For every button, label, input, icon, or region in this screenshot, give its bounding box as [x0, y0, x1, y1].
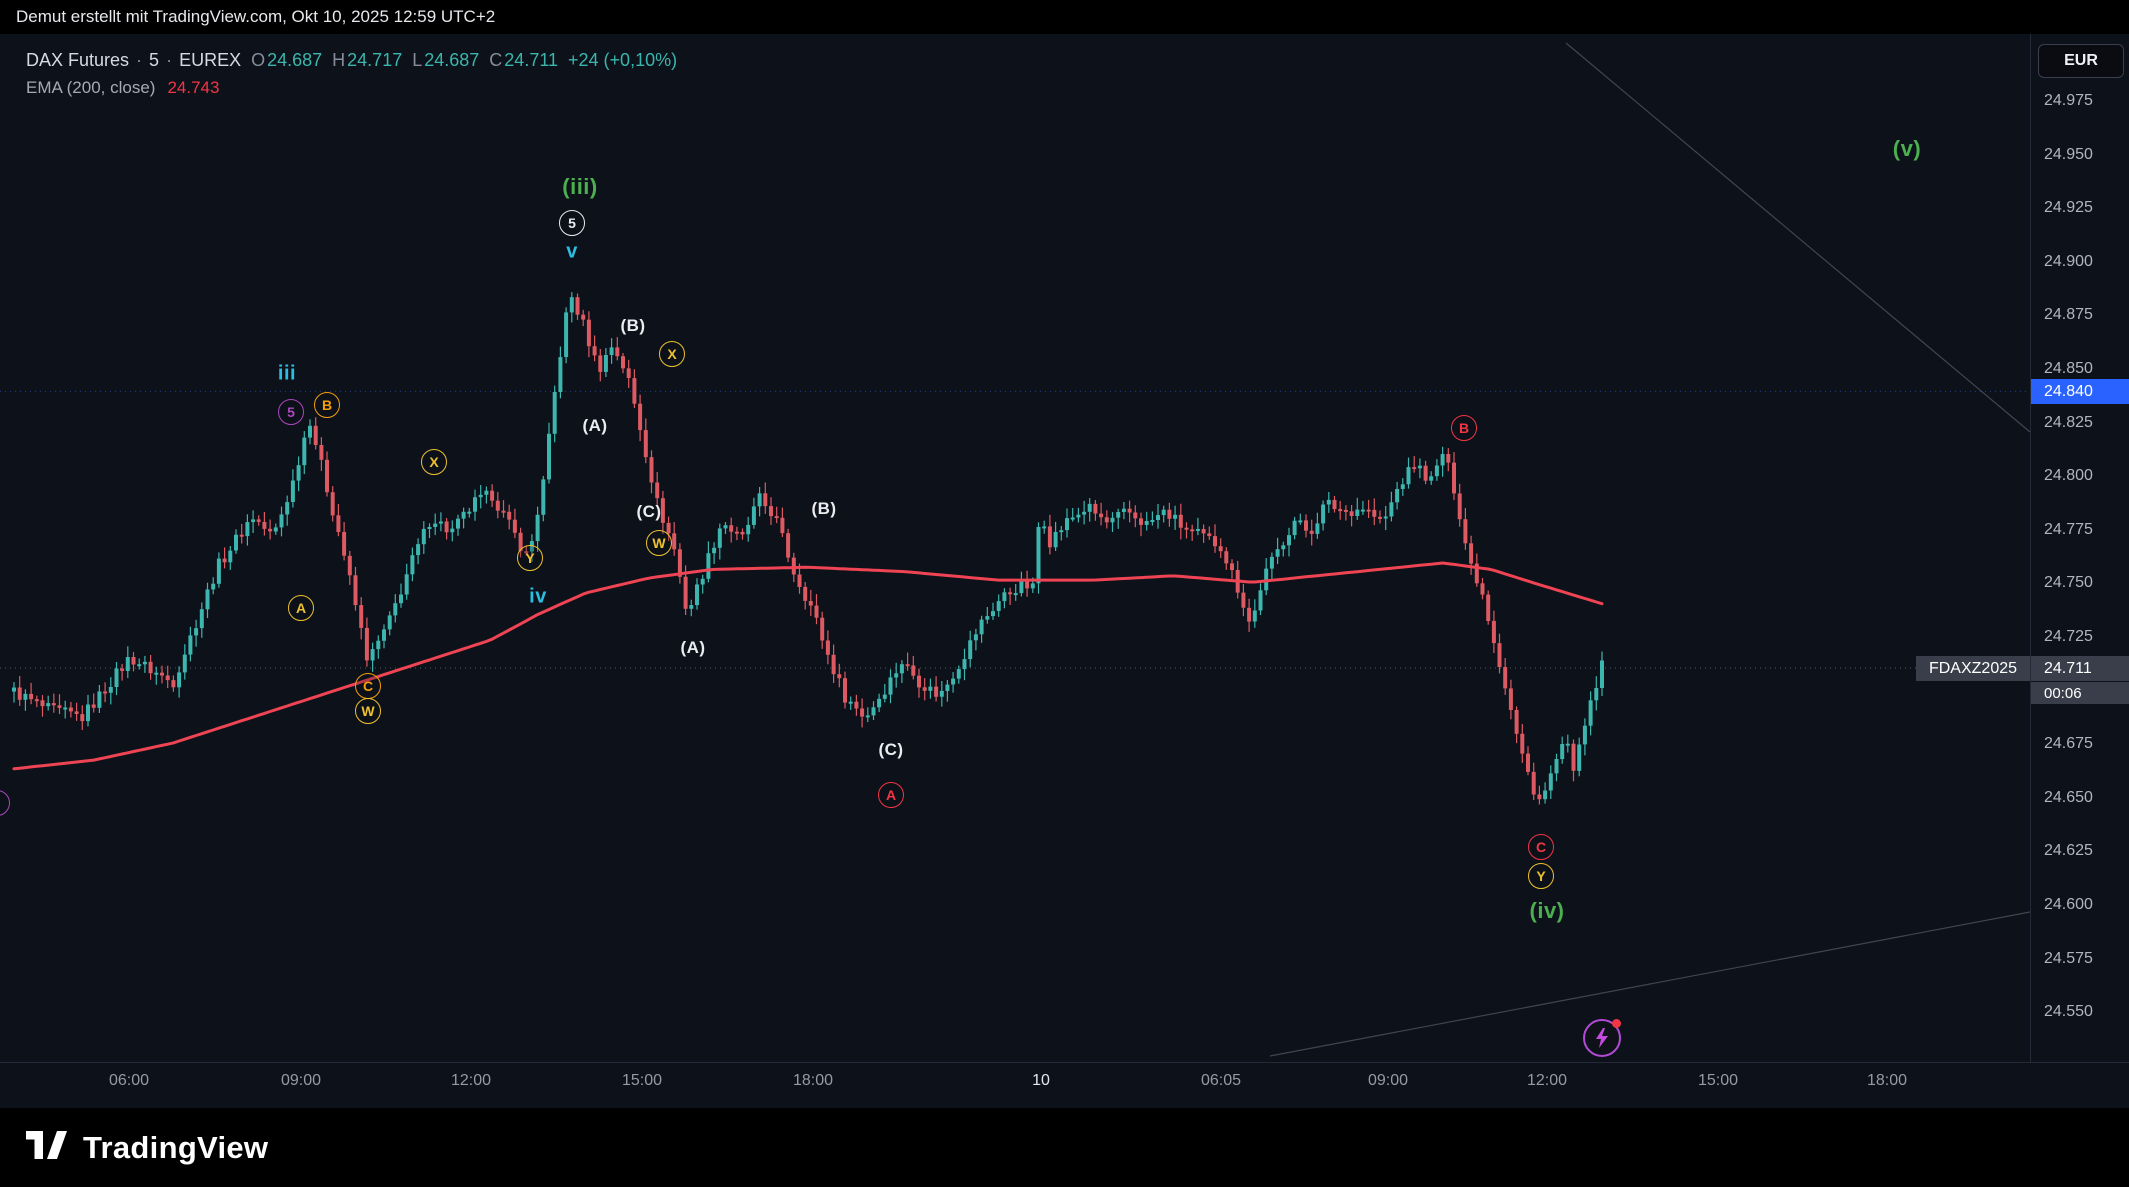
tradingview-logo-icon: [26, 1131, 70, 1164]
price-chart-canvas[interactable]: [0, 34, 2129, 1062]
top-caption-text: Demut erstellt mit TradingView.com, Okt …: [16, 7, 496, 26]
last-price-label[interactable]: 24.711: [2031, 656, 2129, 681]
time-tick: 10: [1032, 1072, 1050, 1089]
ohlc-value: 24.687: [267, 50, 323, 70]
ohlc-value: 24.717: [347, 50, 403, 70]
tradingview-logo-text: TradingView: [83, 1129, 269, 1165]
price-tick: 24.725: [2044, 628, 2093, 645]
price-tick: 24.625: [2044, 842, 2093, 860]
flash-marker-icon[interactable]: [1583, 1019, 1621, 1057]
brand-bar: TradingView: [0, 1108, 2129, 1187]
time-tick: 09:00: [280, 1072, 322, 1089]
price-tick: 24.750: [2044, 574, 2093, 592]
time-tick: 18:00: [792, 1072, 834, 1089]
ohlc-values: O 24.687 H 24.717 L 24.687 C 24.711: [241, 50, 558, 70]
chart-area[interactable]: [0, 34, 2129, 1062]
alert-price-label[interactable]: 24.840: [2031, 379, 2129, 404]
interval-label[interactable]: 5: [149, 50, 160, 70]
symbol-name[interactable]: DAX Futures: [26, 50, 130, 70]
price-tick: 24.650: [2044, 788, 2093, 806]
price-tick: 24.950: [2044, 145, 2093, 163]
price-tick: 24.775: [2044, 520, 2093, 538]
time-tick: 15:00: [1697, 1072, 1739, 1089]
price-tick: 24.850: [2044, 360, 2093, 377]
time-tick: 09:00: [1367, 1072, 1409, 1089]
change-value: +24 (+0,10%): [568, 50, 678, 70]
lightning-icon: [1596, 1028, 1608, 1048]
price-tick: 24.975: [2044, 92, 2093, 109]
currency-button[interactable]: EUR: [2038, 44, 2124, 78]
ohlc-letter: C: [489, 50, 503, 70]
ohlc-letter: O: [251, 50, 266, 70]
tradingview-brand[interactable]: TradingView: [26, 1108, 268, 1187]
notification-dot: [1612, 1019, 1621, 1028]
price-tick: 24.875: [2044, 306, 2093, 324]
price-tick: 24.900: [2044, 252, 2093, 270]
symbol-legend[interactable]: DAX Futures · 5 · EUREX O 24.687 H 24.717 L 24.687…: [26, 50, 677, 71]
chart-legend: DAX Futures · 5 · EUREX O 24.687 H 24.717 L 24.687…: [26, 50, 677, 98]
price-tick: 24.600: [2044, 896, 2093, 913]
top-caption: Demut erstellt mit TradingView.com, Okt …: [0, 0, 2129, 34]
indicator-name[interactable]: EMA (200, close): [26, 78, 156, 97]
time-tick: 18:00: [1866, 1072, 1908, 1089]
contract-label[interactable]: FDAXZ2025: [1916, 656, 2030, 681]
ohlc-letter: L: [412, 50, 423, 70]
legend-separator: ·: [136, 50, 143, 70]
price-tick: 24.925: [2044, 199, 2093, 217]
time-tick: 15:00: [621, 1072, 663, 1089]
price-tick: 24.675: [2044, 735, 2093, 753]
indicator-legend[interactable]: EMA (200, close) 24.743: [26, 78, 677, 98]
time-tick: 06:00: [108, 1072, 150, 1089]
ohlc-value: 24.687: [424, 50, 480, 70]
exchange-label[interactable]: EUREX: [179, 50, 242, 70]
time-axis[interactable]: 06:00 09:00 12:00 15:00 18:00 10 06:05 09:00 12:…: [0, 1062, 2129, 1108]
price-scale[interactable]: 24.975 24.950 24.925 24.900 24.875 24.850 24.8…: [2030, 34, 2129, 1062]
ohlc-value: 24.711: [504, 50, 559, 70]
time-tick: 12:00: [1526, 1072, 1568, 1089]
legend-separator: ·: [166, 50, 173, 70]
ohlc-letter: H: [332, 50, 346, 70]
price-tick: 24.825: [2044, 413, 2093, 431]
bar-countdown-label: 00:06: [2031, 682, 2129, 704]
time-tick: 06:05: [1200, 1072, 1242, 1089]
time-tick: 12:00: [450, 1072, 492, 1089]
price-tick: 24.800: [2044, 467, 2093, 485]
indicator-value: 24.743: [167, 78, 220, 97]
price-tick: 24.550: [2044, 1003, 2093, 1021]
price-tick: 24.575: [2044, 949, 2093, 967]
